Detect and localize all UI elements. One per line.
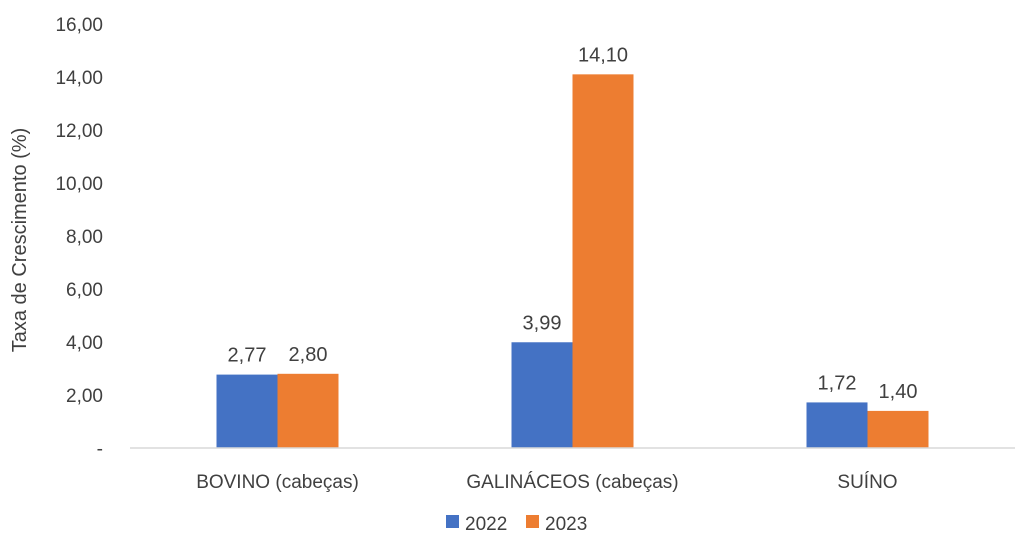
- bars-group: [216, 74, 929, 448]
- data-label: 2,77: [228, 345, 267, 367]
- y-axis-title-group: Taxa de Crescimento (%): [9, 128, 31, 353]
- y-tick-label: 16,00: [55, 15, 103, 36]
- y-tick-label: 2,00: [66, 386, 103, 407]
- data-label: 3,99: [523, 312, 562, 334]
- bar-2023-2: [867, 410, 929, 448]
- data-label: 1,40: [879, 381, 918, 403]
- data-label: 14,10: [578, 44, 628, 66]
- y-tick-label: 10,00: [55, 174, 103, 195]
- category-labels-group: BOVINO (cabeças) GALINÁCEOS (cabeças) SUÍN…: [196, 472, 897, 493]
- bar-2022-0: [216, 374, 278, 448]
- data-label: 2,80: [289, 344, 328, 366]
- y-tick-label: 14,00: [55, 68, 103, 89]
- legend-swatch-2023: [526, 515, 539, 528]
- bar-2022-1: [511, 342, 573, 448]
- bar-2023-0: [277, 373, 339, 448]
- legend-label: 2023: [545, 514, 587, 535]
- legend: 2022 2023: [446, 514, 587, 535]
- y-axis-title: Taxa de Crescimento (%): [9, 128, 31, 353]
- legend-label: 2022: [465, 514, 507, 535]
- category-label: SUÍNO: [837, 472, 897, 493]
- data-labels-group: 2,77 2,80 3,99 14,10 1,72 1,40: [228, 44, 918, 403]
- bar-2022-2: [806, 402, 868, 448]
- y-tick-label: 4,00: [66, 333, 103, 354]
- bar-2023-1: [572, 74, 634, 448]
- data-label: 1,72: [818, 372, 857, 394]
- y-tick-label: 8,00: [66, 227, 103, 248]
- category-label: GALINÁCEOS (cabeças): [466, 472, 678, 493]
- y-tick-label: -: [97, 439, 103, 460]
- y-tick-label: 6,00: [66, 280, 103, 301]
- legend-swatch-2022: [446, 515, 459, 528]
- y-tick-label: 12,00: [55, 121, 103, 142]
- y-axis-ticks: - 2,00 4,00 6,00 8,00 10,00 12,00 14,00 16,00: [55, 15, 103, 460]
- category-label: BOVINO (cabeças): [196, 472, 359, 493]
